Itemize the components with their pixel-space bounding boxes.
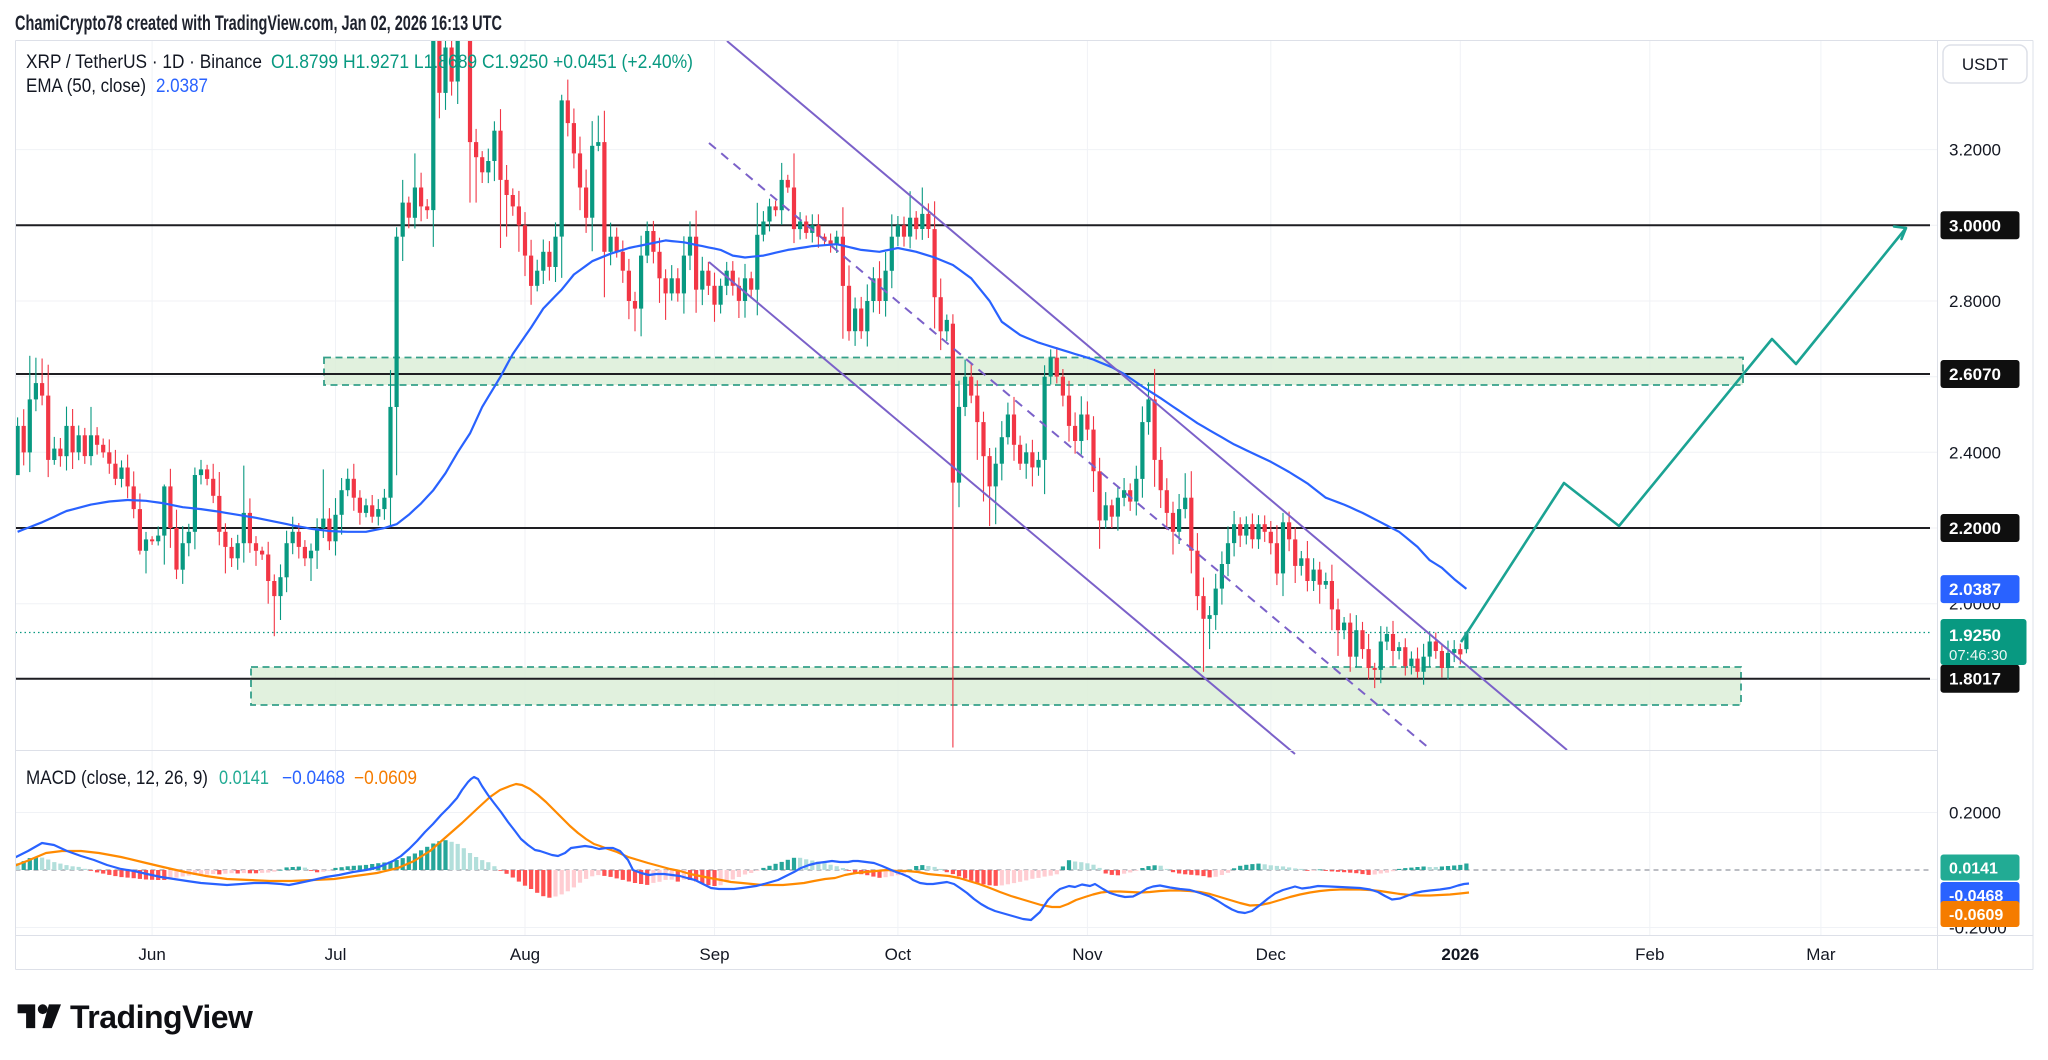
svg-text:XRP / TetherUS · 1D · Binance: XRP / TetherUS · 1D · Binance [26,52,262,73]
svg-text:-0.0468: -0.0468 [1949,888,2003,905]
svg-text:2.0387: 2.0387 [156,76,208,97]
svg-text:−0.0609: −0.0609 [354,768,417,789]
svg-text:−0.0468: −0.0468 [282,768,345,789]
svg-text:1.9250: 1.9250 [1949,626,2001,645]
svg-text:MACD (close, 12, 26, 9): MACD (close, 12, 26, 9) [26,768,208,789]
svg-text:Oct: Oct [885,945,912,964]
svg-text:Jun: Jun [138,945,165,964]
svg-text:2.8000: 2.8000 [1949,292,2001,311]
svg-text:1.8017: 1.8017 [1949,670,2001,689]
svg-text:USDT: USDT [1962,55,2008,74]
svg-text:0.0141: 0.0141 [1949,861,1998,878]
svg-text:TradingView: TradingView [70,999,253,1035]
svg-text:2.0387: 2.0387 [1949,580,2001,599]
svg-text:3.0000: 3.0000 [1949,216,2001,235]
svg-text:-0.0609: -0.0609 [1949,907,2003,924]
svg-text:3.2000: 3.2000 [1949,141,2001,160]
svg-text:O1.8799 H1.9271 L1.8689 C1.: O1.8799 H1.9271 L1.8689 C1.9250 +0.0451 … [271,52,693,73]
svg-text:Mar: Mar [1806,945,1836,964]
svg-text:2.4000: 2.4000 [1949,443,2001,462]
svg-text:EMA (50, close): EMA (50, close) [26,76,146,97]
svg-text:ChamiCrypto78 created with Tra: ChamiCrypto78 created with TradingView.c… [15,12,502,35]
svg-text:2.6070: 2.6070 [1949,365,2001,384]
svg-text:Feb: Feb [1635,945,1664,964]
svg-text:0.2000: 0.2000 [1949,804,2001,823]
svg-text:Nov: Nov [1072,945,1103,964]
svg-text:2.2000: 2.2000 [1949,519,2001,538]
svg-text:Dec: Dec [1256,945,1287,964]
svg-text:0.0141: 0.0141 [219,768,269,789]
svg-text:07:46:30: 07:46:30 [1949,647,2007,664]
svg-text:Jul: Jul [325,945,347,964]
svg-text:2026: 2026 [1441,945,1479,964]
svg-text:Aug: Aug [510,945,540,964]
svg-text:Sep: Sep [699,945,729,964]
